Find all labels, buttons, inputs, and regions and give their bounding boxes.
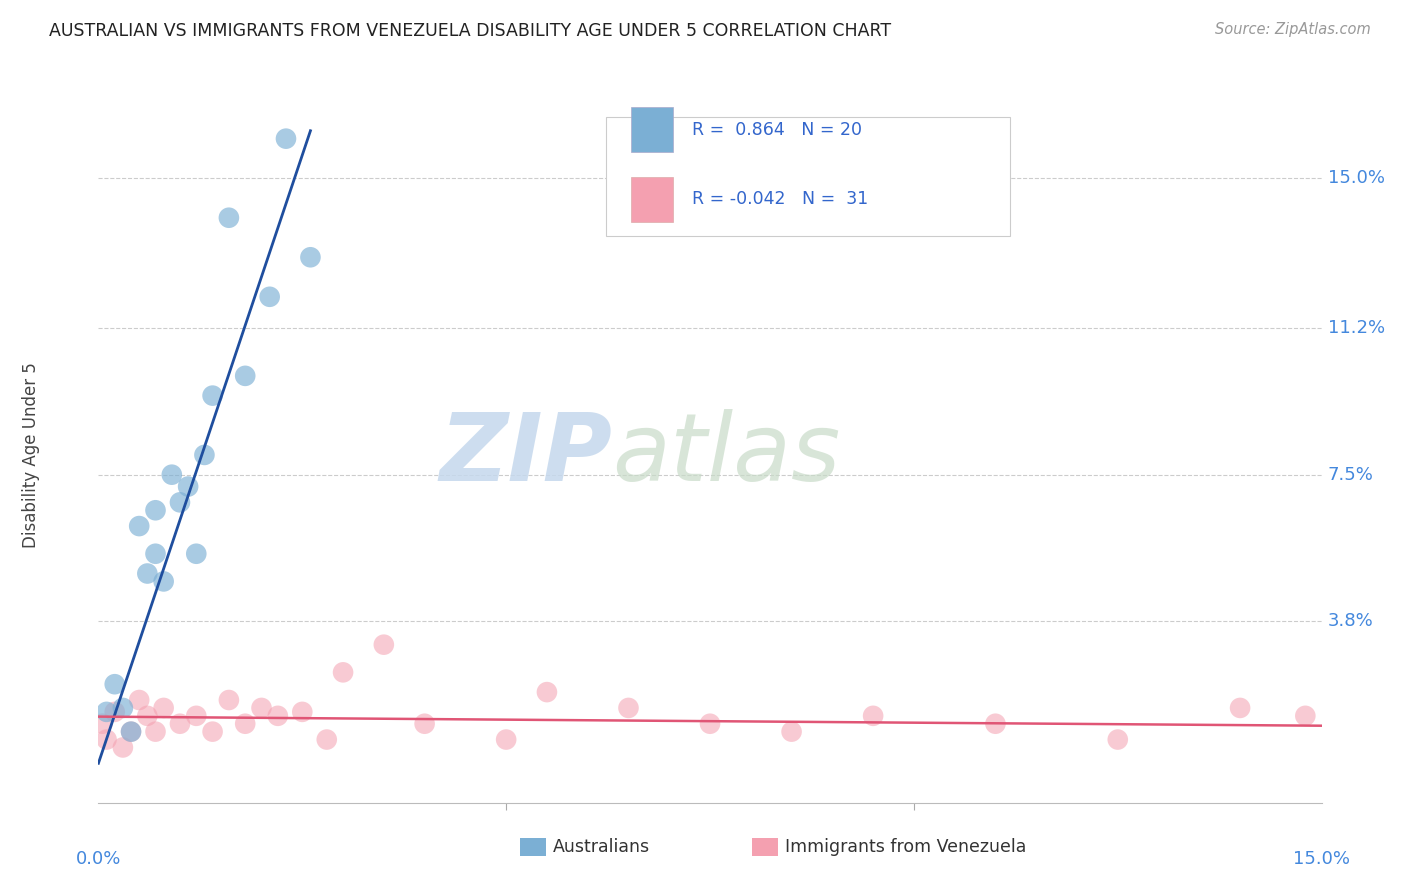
- Text: 15.0%: 15.0%: [1294, 850, 1350, 868]
- Point: [186, 708, 208, 723]
- Text: 0.0%: 0.0%: [76, 850, 121, 868]
- Text: Source: ZipAtlas.com: Source: ZipAtlas.com: [1215, 22, 1371, 37]
- Text: 15.0%: 15.0%: [1327, 169, 1385, 187]
- Point: [111, 701, 134, 715]
- Bar: [630, 107, 673, 153]
- Point: [193, 448, 215, 462]
- Point: [1229, 701, 1251, 715]
- Text: 7.5%: 7.5%: [1327, 466, 1374, 483]
- Point: [332, 665, 354, 680]
- Point: [160, 467, 183, 482]
- Point: [291, 705, 314, 719]
- Point: [136, 566, 159, 581]
- Text: R = -0.042   N =  31: R = -0.042 N = 31: [692, 190, 868, 208]
- Point: [201, 724, 224, 739]
- Point: [218, 693, 240, 707]
- Point: [96, 705, 118, 719]
- Point: [862, 708, 884, 723]
- Point: [233, 368, 256, 383]
- Point: [169, 716, 191, 731]
- Point: [169, 495, 191, 509]
- Point: [145, 503, 167, 517]
- Point: [1107, 732, 1129, 747]
- Text: Immigrants from Venezuela: Immigrants from Venezuela: [785, 838, 1026, 856]
- Point: [186, 547, 208, 561]
- Text: 3.8%: 3.8%: [1327, 612, 1374, 630]
- Point: [111, 740, 134, 755]
- Point: [536, 685, 558, 699]
- Point: [413, 716, 436, 731]
- Point: [120, 724, 142, 739]
- Point: [96, 732, 118, 747]
- Point: [259, 290, 281, 304]
- Point: [91, 716, 114, 731]
- Point: [218, 211, 240, 225]
- Point: [104, 677, 127, 691]
- Point: [495, 732, 517, 747]
- Text: 11.2%: 11.2%: [1327, 319, 1385, 337]
- Point: [699, 716, 721, 731]
- Bar: [630, 177, 673, 222]
- Point: [152, 701, 174, 715]
- Point: [984, 716, 1007, 731]
- Point: [373, 638, 395, 652]
- FancyBboxPatch shape: [606, 118, 1010, 235]
- Text: Disability Age Under 5: Disability Age Under 5: [22, 362, 41, 548]
- Point: [617, 701, 640, 715]
- Point: [233, 716, 256, 731]
- Point: [780, 724, 803, 739]
- Point: [315, 732, 337, 747]
- Point: [274, 131, 297, 145]
- Point: [201, 389, 224, 403]
- Text: R =  0.864   N = 20: R = 0.864 N = 20: [692, 120, 862, 138]
- Text: AUSTRALIAN VS IMMIGRANTS FROM VENEZUELA DISABILITY AGE UNDER 5 CORRELATION CHART: AUSTRALIAN VS IMMIGRANTS FROM VENEZUELA …: [49, 22, 891, 40]
- Point: [1294, 708, 1316, 723]
- Point: [145, 547, 167, 561]
- Text: atlas: atlas: [612, 409, 841, 500]
- Point: [145, 724, 167, 739]
- Point: [120, 724, 142, 739]
- Text: ZIP: ZIP: [439, 409, 612, 501]
- Point: [177, 479, 200, 493]
- Text: Australians: Australians: [553, 838, 650, 856]
- Point: [104, 705, 127, 719]
- Point: [250, 701, 273, 715]
- Point: [128, 693, 150, 707]
- Point: [299, 250, 322, 264]
- Point: [267, 708, 290, 723]
- Point: [128, 519, 150, 533]
- Point: [152, 574, 174, 589]
- Point: [136, 708, 159, 723]
